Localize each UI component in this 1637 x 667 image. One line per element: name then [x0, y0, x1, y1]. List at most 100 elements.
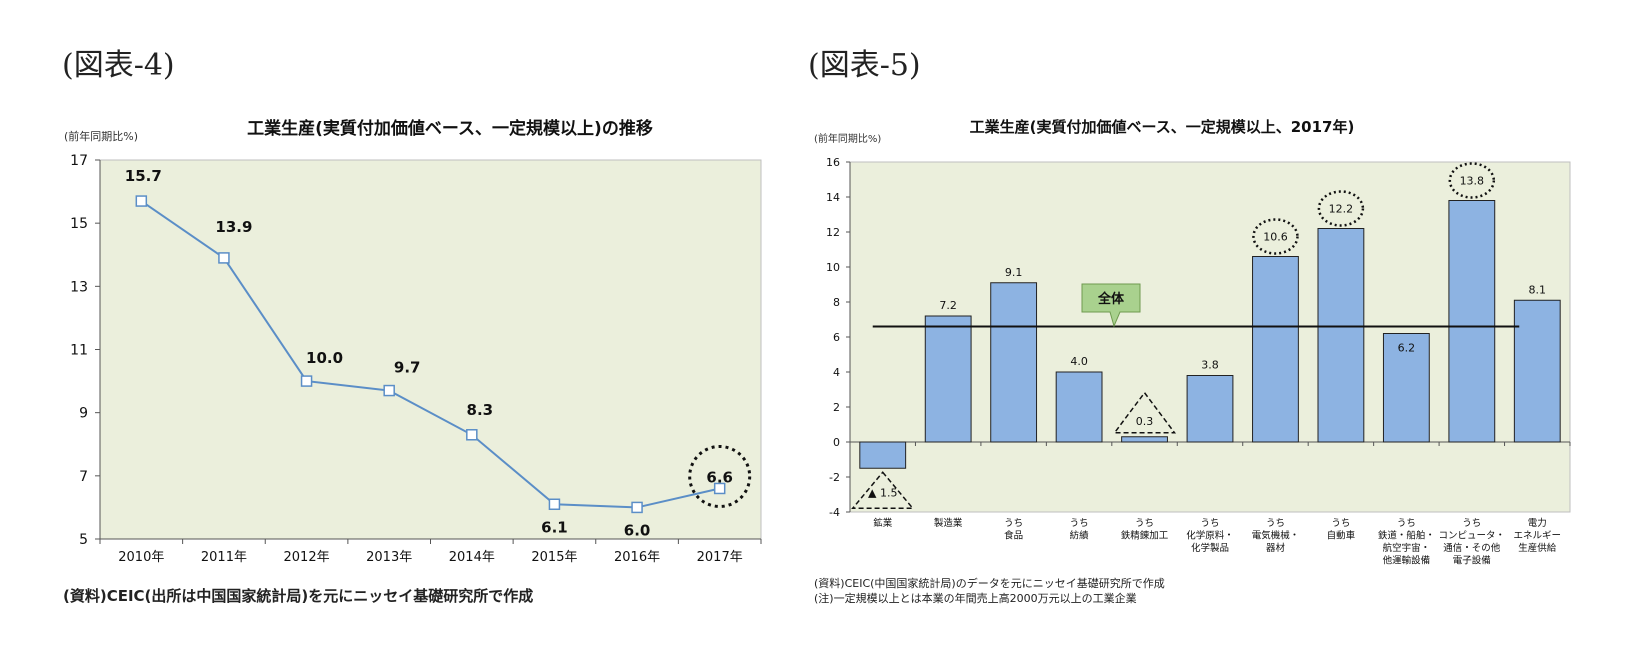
x-tick-label: うち鉄精錬加工	[1121, 518, 1169, 542]
chart-title: 工業生産(実質付加価値ベース、一定規模以上)の推移	[247, 118, 653, 139]
value-label: ▲ 1.5	[868, 486, 897, 499]
x-tick-label-line: 化学原料・	[1186, 530, 1234, 542]
x-tick-label: うち食品	[1004, 518, 1023, 542]
value-label: 6.2	[1398, 342, 1416, 355]
value-label: 3.8	[1201, 359, 1219, 372]
line-chart-industrial-production: 工業生産(実質付加価値ベース、一定規模以上)の推移 (前年同期比%) 5 7 9 11 13…	[64, 118, 762, 565]
x-tick-label-line: 器材	[1266, 542, 1286, 554]
chart-title: 工業生産(実質付加価値ベース、一定規模以上、2017年)	[970, 118, 1355, 136]
x-tick-label: うち自動車	[1327, 518, 1356, 542]
x-tick-label-line: 製造業	[934, 517, 963, 529]
bar	[1317, 228, 1365, 443]
x-tick-label-line: 食品	[1004, 530, 1023, 542]
series-line	[140, 200, 720, 509]
y-axis-unit: (前年同期比%)	[64, 129, 138, 143]
data-point	[548, 498, 561, 511]
data-point	[713, 482, 726, 495]
highlight-circle	[1252, 218, 1299, 255]
x-tick-label-line: うち	[1266, 518, 1285, 529]
x-tick-label-line: 通信・その他	[1443, 542, 1501, 554]
highlight-circle	[1317, 190, 1365, 227]
y-tick-label: 10	[826, 261, 840, 274]
x-tick-label: うち紡績	[1070, 518, 1090, 542]
figure-label-5: (図表-5)	[808, 48, 921, 83]
bar	[1055, 371, 1103, 443]
x-tick-label: 2012年	[284, 550, 330, 565]
x-tick-label: 2016年	[614, 550, 660, 565]
bar	[1513, 299, 1561, 443]
x-tick-label: 電力エネルギー生産供給	[1514, 517, 1562, 554]
y-tick-label: 12	[826, 226, 840, 239]
value-label: 8.1	[1529, 283, 1547, 296]
x-tick-label: うち鉄道・船舶・航空宇宙・他運輸設備	[1378, 518, 1435, 567]
x-tick-label-line: 鉄精錬加工	[1121, 530, 1169, 542]
data-label: 13.9	[215, 218, 252, 236]
bar	[859, 441, 907, 469]
x-tick-label: 2013年	[366, 550, 412, 565]
bar	[1252, 256, 1299, 443]
y-tick-label: 8	[833, 296, 840, 309]
highlight-triangle	[851, 471, 915, 509]
value-label: 9.1	[1005, 266, 1023, 279]
x-tick-label-line: うち	[1200, 518, 1219, 529]
chart2-source-note: (資料)CEIC(中国国家統計局)のデータを元にニッセイ基礎研究所で作成	[814, 577, 1165, 590]
bar	[1448, 200, 1496, 443]
figure-label-4: (図表-4)	[62, 48, 175, 83]
data-point	[466, 429, 478, 441]
data-point	[383, 384, 395, 397]
x-tick-label-line: 自動車	[1327, 530, 1356, 542]
x-tick-label-line: 紡績	[1070, 530, 1090, 542]
y-tick-label: 15	[70, 216, 88, 232]
bar	[1121, 436, 1168, 443]
plot-area	[99, 159, 762, 540]
y-tick-label: 5	[79, 532, 88, 548]
highlight-triangle	[1113, 391, 1177, 434]
x-tick-label: 2015年	[531, 550, 577, 565]
data-label: 6.6	[706, 468, 733, 486]
overall-callout	[1081, 283, 1141, 328]
y-tick-label: 2	[833, 401, 840, 414]
data-point	[631, 501, 643, 514]
x-tick-label-line: うち	[1331, 518, 1350, 529]
y-tick-label: 14	[826, 191, 840, 204]
x-tick-label: うち電気機械・器材	[1252, 518, 1300, 554]
data-label: 6.1	[541, 518, 568, 536]
y-tick-label: 7	[79, 469, 88, 485]
x-tick-label-line: 航空宇宙・	[1383, 542, 1431, 554]
data-label: 10.0	[306, 349, 343, 367]
overall-label: 全体	[1097, 291, 1125, 307]
x-tick-label-line: 他運輸設備	[1383, 555, 1431, 567]
value-label: 13.8	[1460, 175, 1485, 188]
y-tick-label: 4	[833, 366, 840, 379]
x-tick-label-line: コンピュータ・	[1439, 531, 1506, 542]
y-tick-label: -4	[829, 506, 840, 519]
data-label: 9.7	[394, 359, 421, 377]
x-tick-label-line: うち	[1462, 518, 1481, 529]
y-tick-label: 11	[70, 343, 88, 359]
x-tick-label: 2010年	[118, 550, 164, 565]
bar	[1382, 333, 1430, 443]
x-tick-label-line: うち	[1397, 518, 1416, 529]
x-tick-label-line: 電力	[1528, 517, 1547, 529]
chart2-footnote: (注)一定規模以上とは本業の年間売上高2000万元以上の工業企業	[814, 592, 1137, 605]
data-point	[135, 195, 148, 207]
highlight-circle	[688, 444, 752, 508]
x-tick-label-line: 生産供給	[1518, 542, 1557, 554]
bar	[990, 282, 1038, 443]
bar	[1186, 375, 1234, 443]
bar-chart-industrial-production-2017: 工業生産(実質付加価値ベース、一定規模以上、2017年) (前年同期比%) -4 -2…	[814, 118, 1571, 567]
y-tick-label: 6	[833, 331, 840, 344]
y-tick-label: 16	[826, 156, 840, 169]
bar	[924, 315, 972, 443]
value-label: 7.2	[939, 299, 957, 312]
data-label: 15.7	[125, 167, 162, 185]
y-tick-label: -2	[829, 471, 840, 484]
y-tick-label: 0	[833, 436, 840, 449]
value-label: 4.0	[1070, 355, 1088, 368]
x-tick-label: 2014年	[449, 550, 495, 565]
x-tick-label-line: エネルギー	[1514, 531, 1562, 542]
value-label: 0.3	[1136, 415, 1154, 428]
x-tick-label: 2017年	[697, 550, 743, 565]
y-tick-label: 17	[70, 153, 88, 169]
value-label: 10.6	[1263, 231, 1288, 244]
